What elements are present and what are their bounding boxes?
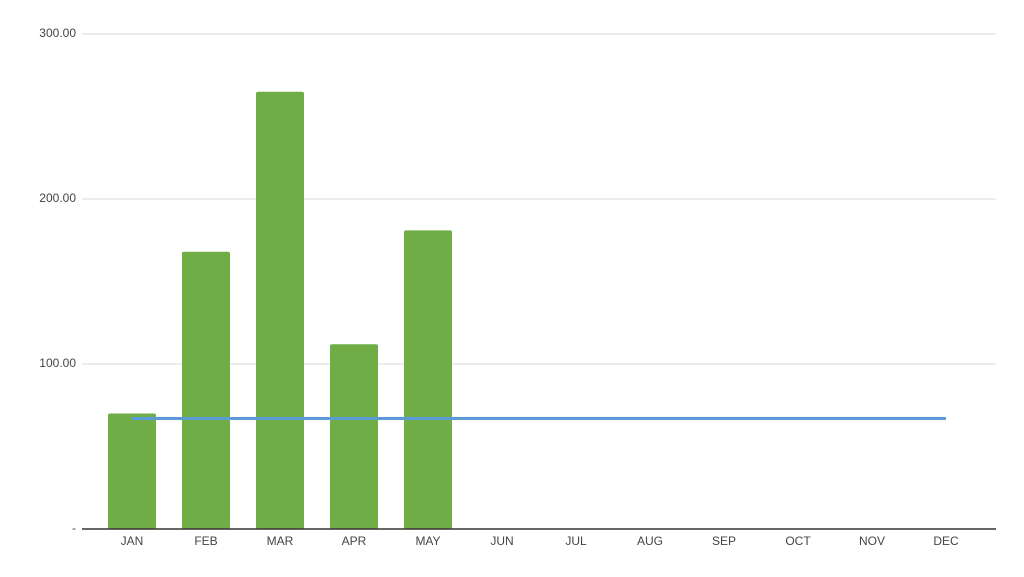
x-tick-label: JUN xyxy=(490,534,513,548)
x-tick-label: OCT xyxy=(785,534,811,548)
x-tick-label: NOV xyxy=(859,534,885,548)
bar xyxy=(256,91,304,529)
x-tick-label: APR xyxy=(342,534,367,548)
x-tick-label: SEP xyxy=(712,534,736,548)
y-tick-label: - xyxy=(72,521,76,535)
x-tick-label: FEB xyxy=(194,534,217,548)
x-tick-label: MAY xyxy=(415,534,440,548)
bar xyxy=(404,230,452,529)
y-tick-label: 300.00 xyxy=(39,26,76,40)
y-tick-label: 200.00 xyxy=(39,191,76,205)
x-tick-label: JAN xyxy=(121,534,144,548)
x-tick-label: AUG xyxy=(637,534,663,548)
bar xyxy=(330,344,378,529)
y-tick-label: 100.00 xyxy=(39,356,76,370)
x-tick-label: MAR xyxy=(267,534,294,548)
bar xyxy=(182,251,230,530)
bar xyxy=(108,413,156,529)
x-tick-label: JUL xyxy=(565,534,587,548)
x-tick-label: DEC xyxy=(933,534,959,548)
